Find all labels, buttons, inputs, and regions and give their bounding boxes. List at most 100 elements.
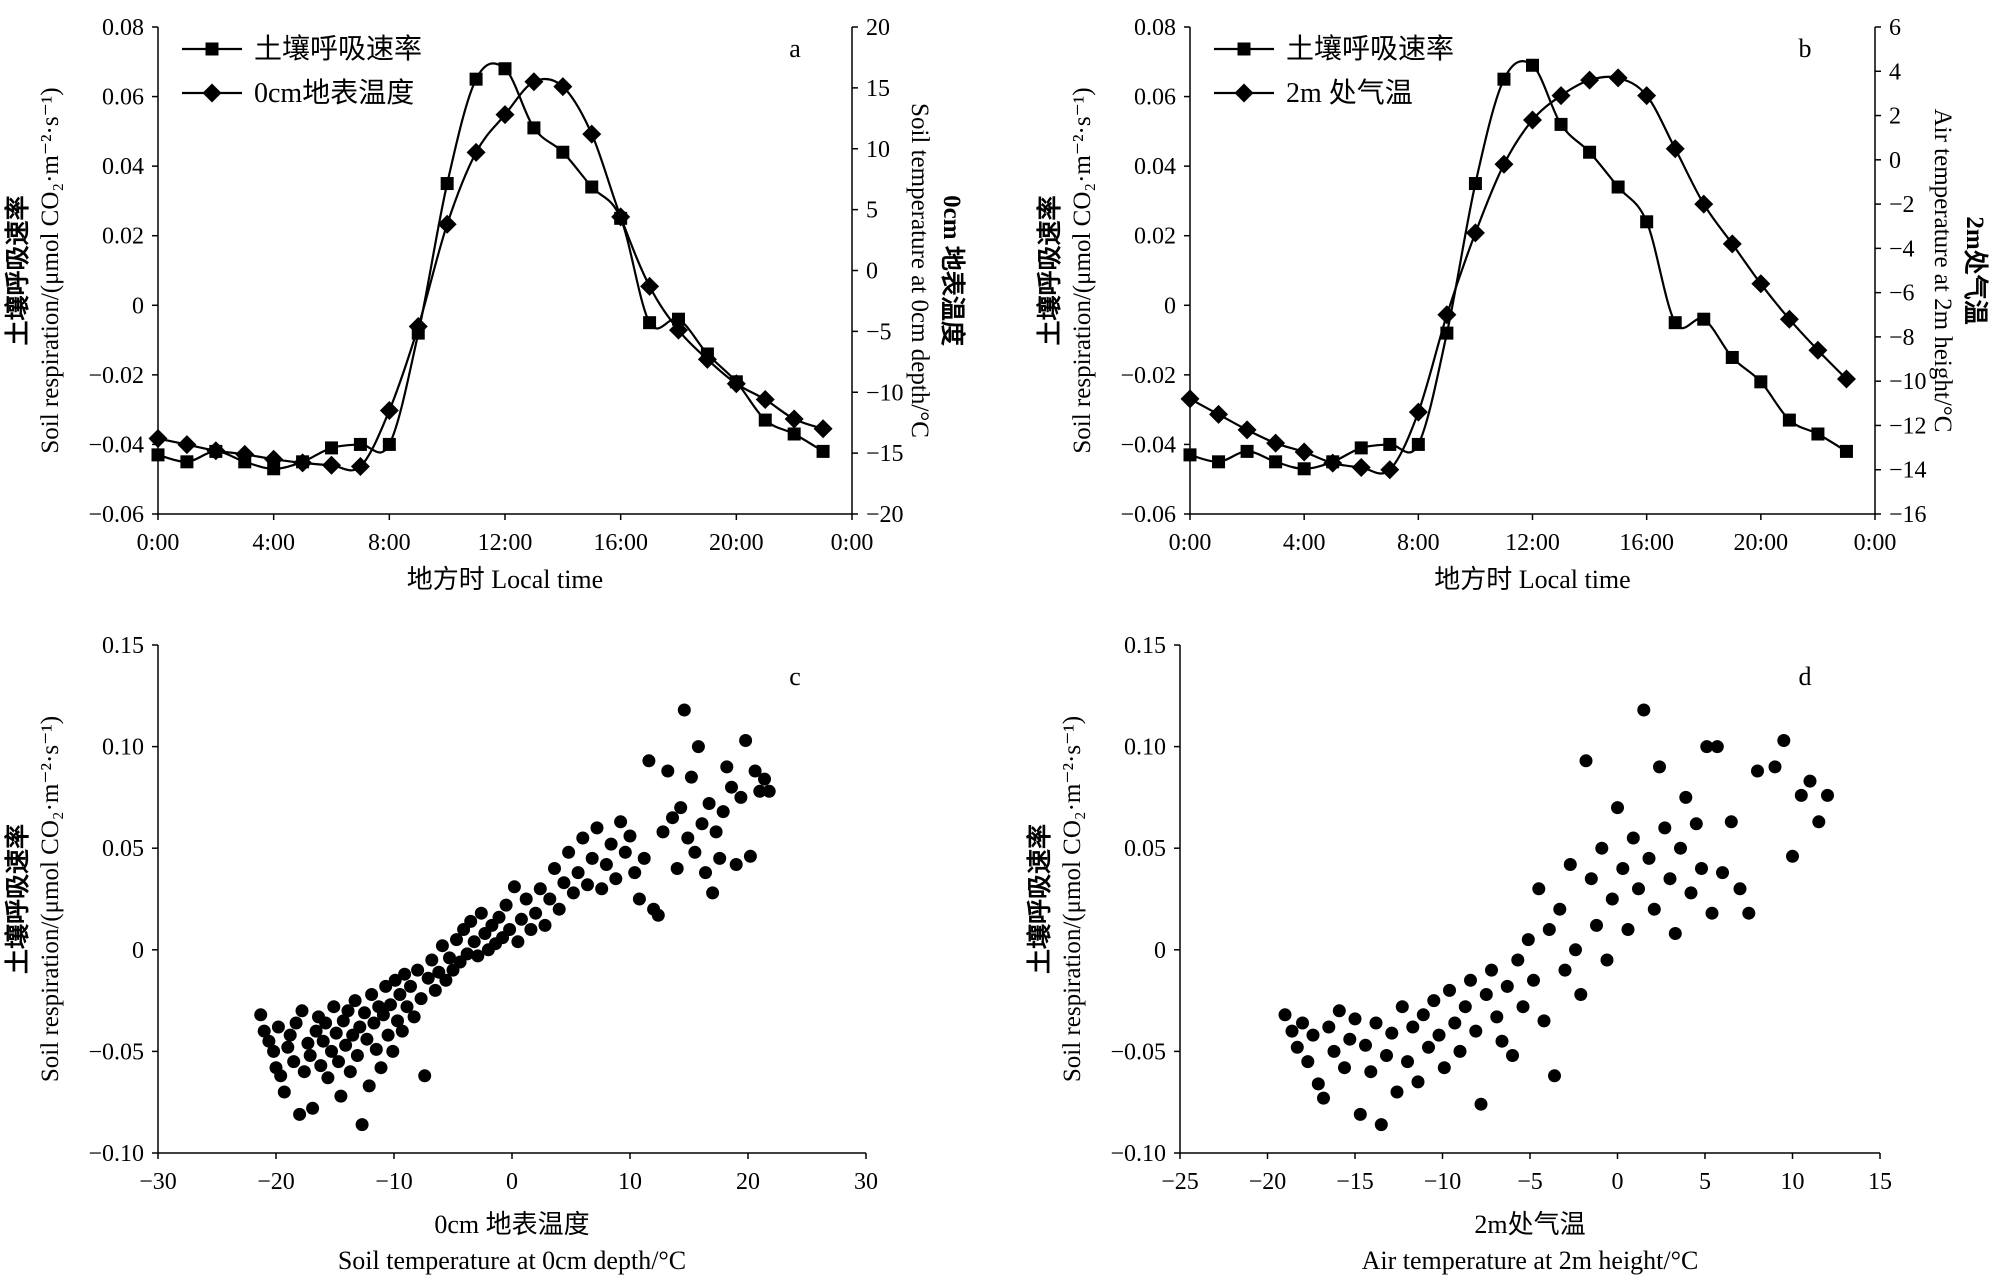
- x-tick-label: 8:00: [368, 530, 411, 556]
- data-point: [1497, 72, 1511, 86]
- data-point: [1710, 740, 1724, 754]
- data-point: [1674, 841, 1687, 855]
- data-point: [1343, 1032, 1357, 1046]
- y-tick-label: −0.10: [1110, 1141, 1166, 1167]
- data-point: [1794, 788, 1808, 802]
- data-point: [295, 1004, 309, 1018]
- y-tick-label: 0.08: [102, 15, 144, 41]
- data-point: [1494, 154, 1514, 174]
- data-point: [571, 866, 585, 880]
- y2-axis-label-cn: 0cm 地表温度: [938, 195, 967, 346]
- data-point: [341, 1004, 355, 1018]
- data-point: [297, 1065, 311, 1079]
- data-point: [684, 770, 698, 784]
- data-point: [1443, 983, 1456, 997]
- x-tick-label: 4:00: [1283, 530, 1326, 556]
- data-point: [553, 77, 573, 97]
- data-point: [274, 1069, 288, 1083]
- data-point: [511, 935, 525, 949]
- data-point: [1448, 1016, 1462, 1030]
- data-point: [350, 457, 370, 477]
- data-point: [672, 312, 685, 326]
- y-tick-label: −0.06: [88, 502, 144, 528]
- data-point: [421, 971, 435, 985]
- data-point: [177, 435, 197, 455]
- data-point: [582, 124, 602, 144]
- y-axis-label-text: 土壤呼吸速率 Soil respiration/(μmol CO₂·m⁻²·s⁻¹…: [3, 716, 64, 1082]
- legend: 土壤呼吸速率 0cm地表温度: [182, 33, 422, 109]
- y2-axis-label-text: 2m处气温Air temperature at 2m height/°C: [1929, 109, 1990, 433]
- data-point: [1611, 801, 1624, 815]
- data-point: [1458, 1000, 1472, 1014]
- x-tick-label: 0:00: [831, 530, 874, 556]
- data-point: [1668, 927, 1682, 940]
- data-point: [353, 437, 367, 451]
- y2-tick-label: −16: [1889, 502, 1927, 528]
- data-point: [623, 829, 637, 843]
- x-tick-label: 0:00: [1854, 530, 1897, 556]
- data-point: [562, 845, 576, 859]
- x-tick-label: 0:00: [1169, 530, 1212, 556]
- series-respiration: [1183, 58, 1853, 476]
- y-tick-label: 0.15: [102, 633, 144, 659]
- data-point: [656, 825, 670, 839]
- data-point: [1580, 70, 1600, 90]
- data-point: [514, 912, 528, 926]
- y-axis-label-cn: 土壤呼吸速率: [1025, 824, 1054, 974]
- data-point: [581, 878, 594, 892]
- legend-label: 0cm地表温度: [254, 77, 414, 109]
- data-point: [1812, 815, 1826, 829]
- panel-b: 0.08 0.06 0.04 0.02 0 −0.02 −0.04 −0.06 6 4 2 0 −2 −4…: [1120, 15, 1926, 594]
- data-point: [281, 1040, 295, 1054]
- data-point: [319, 1016, 333, 1030]
- data-point: [642, 754, 656, 768]
- data-point: [355, 1118, 369, 1132]
- x-tick-label: 12:00: [478, 530, 533, 556]
- data-point: [702, 797, 716, 810]
- data-point: [507, 880, 521, 894]
- data-point: [262, 1034, 276, 1048]
- y-tick-label: 0.10: [102, 735, 144, 761]
- data-point: [618, 845, 632, 859]
- data-point: [669, 320, 688, 340]
- y-tick-label: 0: [1154, 938, 1166, 964]
- data-point: [1416, 1008, 1430, 1022]
- y2-tick-label: −10: [1889, 369, 1927, 395]
- data-point: [382, 437, 396, 451]
- data-point: [643, 316, 657, 330]
- data-point: [706, 886, 720, 900]
- data-point: [339, 1038, 353, 1052]
- y2-tick-label: −12: [1889, 413, 1927, 439]
- data-point: [748, 764, 762, 778]
- data-point: [1532, 882, 1546, 896]
- data-point: [1653, 760, 1666, 774]
- y-axis-label: 土壤呼吸速率 Soil respiration/(μmol CO₂·m⁻²·s⁻¹…: [3, 716, 64, 1082]
- y-tick-label: −0.04: [1120, 432, 1176, 458]
- data-point: [1464, 973, 1477, 987]
- data-point: [1777, 734, 1791, 747]
- data-point: [437, 214, 457, 234]
- y-tick-label: 0: [132, 293, 144, 319]
- data-point: [1495, 1034, 1509, 1048]
- data-point: [661, 764, 675, 778]
- data-point: [235, 444, 255, 464]
- data-point: [1290, 1040, 1304, 1054]
- y2-tick-label: −2: [1889, 192, 1915, 218]
- y-axis-label-cn: 土壤呼吸速率: [1035, 195, 1064, 345]
- scatter-points: [254, 703, 776, 1132]
- data-point: [1626, 831, 1640, 845]
- data-point: [784, 409, 804, 429]
- data-point: [1306, 1028, 1320, 1042]
- data-point: [816, 444, 830, 458]
- data-point: [418, 1069, 432, 1083]
- data-point: [1506, 1049, 1519, 1062]
- data-point: [1323, 453, 1343, 473]
- data-point: [1642, 851, 1656, 865]
- x-tick-label: 12:00: [1505, 530, 1560, 556]
- data-point: [556, 145, 570, 159]
- y-tick-label: −0.05: [88, 1039, 144, 1065]
- x-tick-label: 15: [1868, 1169, 1892, 1195]
- x-axis-label-en: Soil temperature at 0cm depth/°C: [338, 1246, 686, 1275]
- data-point: [293, 1107, 307, 1121]
- data-point: [309, 1024, 323, 1038]
